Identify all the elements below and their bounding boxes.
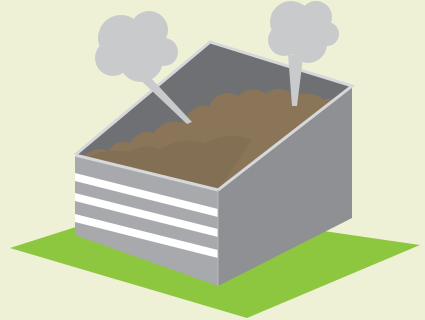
compost-shadow <box>88 136 252 191</box>
steam-cloud-left <box>95 11 192 124</box>
steam-cloud-right <box>268 1 339 106</box>
compost-pile <box>80 88 346 191</box>
front-stripe-3 <box>75 214 218 258</box>
front-stripe-2 <box>75 193 218 237</box>
bin-rim <box>74 40 356 192</box>
bin-side-wall <box>218 86 352 286</box>
front-stripe-1 <box>75 173 218 217</box>
